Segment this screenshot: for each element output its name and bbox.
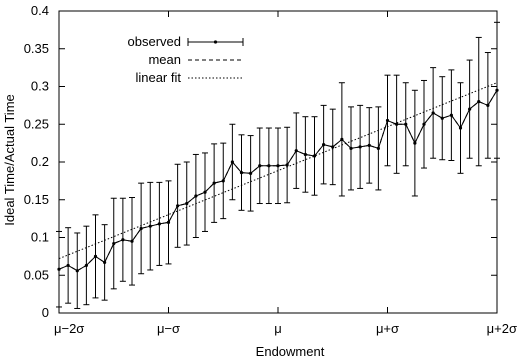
legend-label-observed: observed [128, 34, 181, 49]
data-point [157, 222, 161, 226]
legend-label-linear-fit: linear fit [135, 70, 181, 85]
data-point [203, 190, 207, 194]
y-tick-label: 0.3 [31, 79, 49, 94]
data-point [221, 179, 225, 183]
data-point [440, 116, 444, 120]
y-tick-label: 0.05 [24, 267, 49, 282]
data-point [230, 160, 234, 164]
x-tick-label: μ−2σ [54, 321, 84, 336]
y-tick-label: 0.25 [24, 116, 49, 131]
data-point [349, 146, 353, 151]
data-point [413, 141, 417, 145]
data-point [66, 263, 70, 268]
data-point [468, 107, 472, 111]
data-point [322, 143, 326, 147]
data-point [458, 126, 463, 130]
data-point [249, 171, 253, 175]
data-point [358, 145, 362, 149]
data-point [404, 122, 408, 126]
data-point [185, 201, 189, 206]
y-tick-label: 0.1 [31, 230, 49, 245]
x-tick-label: μ [274, 321, 282, 336]
data-points [57, 88, 499, 273]
data-point [166, 220, 171, 224]
data-point [285, 163, 289, 167]
data-point [103, 260, 107, 265]
y-tick-label: 0.4 [31, 3, 49, 18]
x-tick-label: μ+2σ [487, 321, 517, 336]
data-point [495, 88, 499, 92]
data-point [267, 164, 271, 168]
legend: observed mean linear fit [128, 34, 244, 85]
data-point [486, 103, 490, 107]
data-point [57, 267, 61, 271]
y-tick-label: 0.2 [31, 154, 49, 169]
data-point [139, 226, 143, 231]
data-point [431, 111, 435, 115]
data-point [130, 239, 134, 243]
data-point [312, 154, 317, 158]
data-point [385, 118, 390, 123]
data-point [75, 269, 79, 273]
data-point [176, 204, 180, 208]
x-tick-label: μ−σ [157, 321, 180, 336]
data-point [258, 164, 262, 168]
data-point [376, 146, 380, 151]
data-point [194, 194, 198, 198]
data-point [340, 137, 344, 141]
data-point [477, 100, 481, 104]
y-axis-title: Ideal Time/Actual Time [2, 94, 17, 226]
y-tick-label: 0.35 [24, 41, 49, 56]
data-point [294, 149, 298, 153]
y-tick-label: 0 [42, 305, 49, 320]
y-tick-label: 0.15 [24, 192, 49, 207]
data-point [239, 170, 244, 175]
data-point [331, 145, 335, 149]
legend-label-mean: mean [148, 52, 181, 67]
data-point [422, 122, 426, 126]
data-point [121, 238, 125, 242]
linear-fit-line [58, 82, 498, 260]
y-axis: 0 0.05 0.1 0.15 0.2 0.25 0.3 0.35 0.4 [24, 3, 497, 320]
x-axis-title: Endowment [256, 344, 325, 359]
legend-sample-observed-point [213, 40, 218, 44]
data-point [303, 152, 307, 157]
x-tick-label: μ+σ [376, 321, 399, 336]
data-point [112, 241, 116, 246]
data-point [395, 122, 399, 126]
data-point [212, 181, 216, 185]
data-point [93, 254, 98, 258]
x-axis: μ−2σ μ−σ μ μ+σ μ+2σ [54, 11, 517, 336]
legend-samples [187, 38, 244, 79]
data-point [148, 224, 152, 228]
data-point [84, 263, 88, 268]
data-point [449, 113, 453, 117]
data-point [276, 164, 280, 168]
data-point [367, 143, 371, 147]
